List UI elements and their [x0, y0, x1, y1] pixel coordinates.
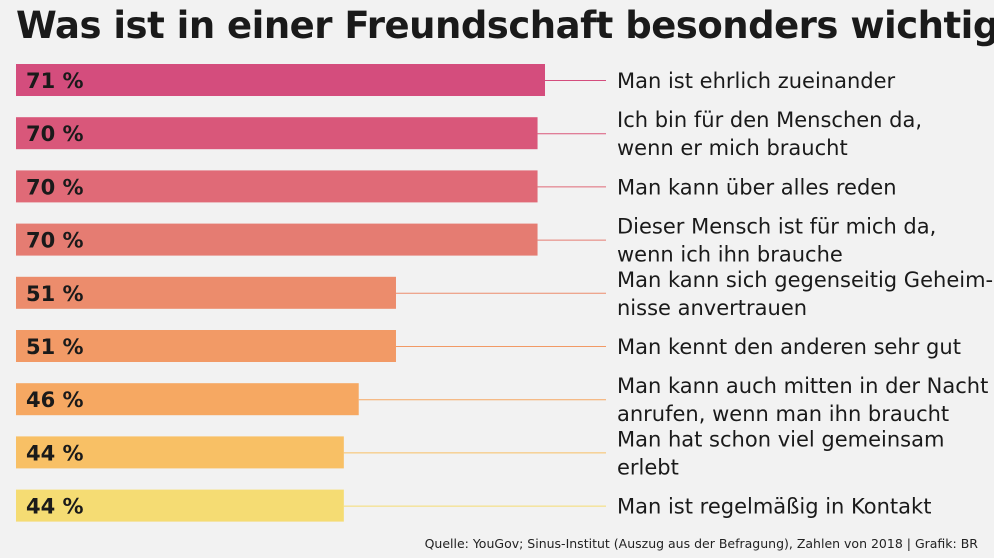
category-label: Dieser Mensch ist für mich da, [617, 215, 936, 239]
category-label: nisse anvertrauen [617, 296, 807, 320]
category-label: Man kann über alles reden [617, 175, 897, 199]
bar [16, 223, 538, 256]
bar-value-label: 46 % [26, 388, 84, 412]
category-label: Ich bin für den Menschen da, [617, 108, 922, 132]
category-label: Man hat schon viel gemeinsam [617, 427, 944, 451]
category-label: erlebt [617, 455, 679, 479]
bar-value-label: 71 % [26, 69, 84, 93]
bar-value-label: 51 % [26, 282, 84, 306]
bar [16, 383, 359, 416]
category-label: wenn ich ihn brauche [617, 243, 843, 267]
bar-value-label: 70 % [26, 175, 84, 199]
source-note: Quelle: YouGov; Sinus-Institut (Auszug a… [424, 536, 978, 551]
bar [16, 117, 538, 150]
bar [16, 170, 538, 203]
bar [16, 489, 344, 522]
bar [16, 64, 545, 96]
chart-title: Was ist in einer Freundschaft besonders … [16, 4, 994, 47]
bar-value-label: 51 % [26, 335, 84, 359]
bar-value-label: 44 % [26, 441, 84, 465]
category-label: Man kann auch mitten in der Nacht [617, 374, 988, 398]
bar [16, 436, 344, 469]
category-label: wenn er mich braucht [617, 136, 848, 160]
category-label: anrufen, wenn man ihn braucht [617, 402, 949, 426]
bar [16, 330, 396, 362]
category-label: Man ist ehrlich zueinander [617, 69, 896, 93]
bar-value-label: 44 % [26, 495, 84, 519]
bar [16, 276, 396, 309]
bar-value-label: 70 % [26, 229, 84, 253]
category-label: Man ist regelmäßig in Kontakt [617, 495, 931, 519]
bar-value-label: 70 % [26, 122, 84, 146]
category-label: Man kennt den anderen sehr gut [617, 335, 961, 359]
category-label: Man kann sich gegenseitig Geheim- [617, 268, 993, 292]
